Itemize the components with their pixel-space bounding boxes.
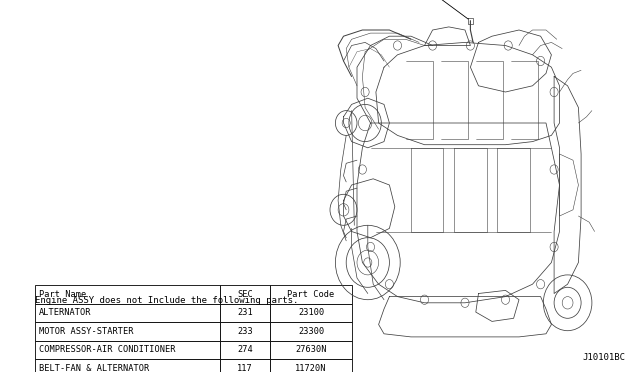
Text: 117: 117 [237,364,253,372]
Text: COMPRESSOR-AIR CONDITIONER: COMPRESSOR-AIR CONDITIONER [39,345,175,354]
Bar [35,322,220,340]
Bar [270,304,352,322]
Text: 233: 233 [237,327,253,336]
Bar [220,340,270,359]
Bar [270,359,352,372]
Bar [35,359,220,372]
Text: 23300: 23300 [298,327,324,336]
Text: SEC: SEC [237,290,253,299]
Text: MOTOR ASSY-STARTER: MOTOR ASSY-STARTER [39,327,134,336]
Text: 231: 231 [237,308,253,317]
Bar [220,322,270,340]
Bar [270,285,352,304]
Bar [220,285,270,304]
Bar [220,359,270,372]
Text: BELT-FAN & ALTERNATOR: BELT-FAN & ALTERNATOR [39,364,149,372]
Bar [220,304,270,322]
Bar [270,322,352,340]
Text: Part Name: Part Name [39,290,86,299]
Text: 274: 274 [237,345,253,354]
Text: Part Code: Part Code [287,290,335,299]
Text: 23100: 23100 [298,308,324,317]
Bar [35,285,220,304]
Text: 11720N: 11720N [295,364,327,372]
Bar [35,340,220,359]
Bar [35,304,220,322]
Bar [270,340,352,359]
Text: ALTERNATOR: ALTERNATOR [39,308,92,317]
Text: J10101BC: J10101BC [582,353,625,362]
Text: 27630N: 27630N [295,345,327,354]
Text: Engine ASSY does not Include the following parts.: Engine ASSY does not Include the followi… [35,296,298,305]
